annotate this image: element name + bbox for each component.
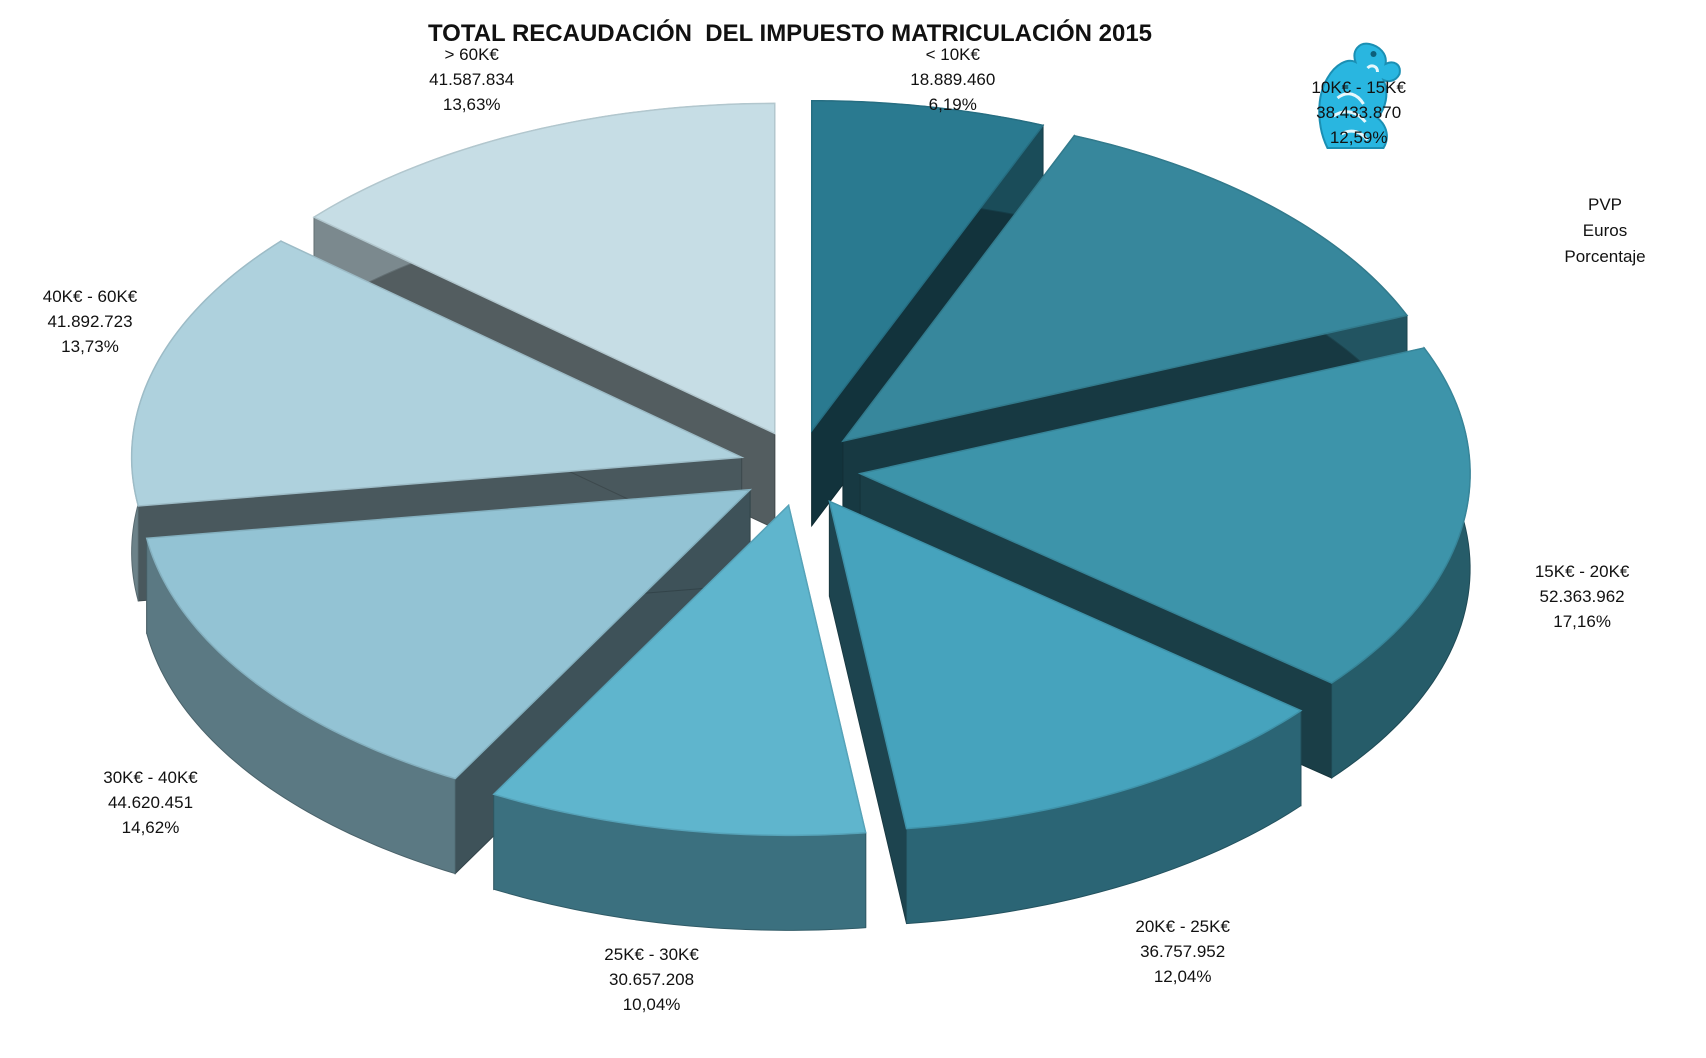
slice-label-value-text: 41.587.834 (429, 70, 515, 89)
slice-label-percent-text: 6,19% (928, 95, 977, 114)
slice-label-value-text: 18.889.460 (910, 70, 996, 89)
slice-label-category: 20K€ - 25K€ (1135, 917, 1230, 937)
pie-slice-group (828, 499, 1303, 925)
legend-caption-line: PVP (1587, 195, 1623, 214)
slice-label-percent-text: 13,63% (442, 95, 501, 114)
slice-label: < 10K€ 18.889.460 6,19% (910, 42, 995, 117)
slice-label: 10K€ - 15K€ 38.433.870 12,59% (1311, 75, 1406, 150)
slice-label-value-text: 30.657.208 (609, 970, 695, 989)
slice-label-value-text: 52.363.962 (1539, 587, 1625, 607)
slice-label-percent-text: 10,04% (622, 995, 681, 1014)
slice-label-percent-text: 12,59% (1329, 127, 1388, 147)
slice-label-value-text: 38.433.870 (1316, 102, 1402, 122)
chart-title: TOTAL RECAUDACIÓN DEL IMPUESTO MATRICULA… (427, 20, 1153, 47)
slice-label-category: 10K€ - 15K€ (1311, 77, 1406, 97)
slice-label: 20K€ - 25K€ 36.757.952 12,04% (1135, 914, 1230, 989)
slice-label: 25K€ - 30K€ 30.657.208 10,04% (604, 942, 699, 1017)
pie-slice (841, 134, 1409, 443)
slice-label: 30K€ - 40K€ 44.620.451 14,62% (103, 765, 198, 840)
legend-caption-line: Euros (1582, 221, 1628, 240)
pie-slice-group (492, 503, 867, 931)
slice-label-category: > 60K€ (444, 45, 499, 64)
legend-caption: PVP Euros Porcentaje (1520, 192, 1690, 270)
pie-slice (492, 503, 867, 837)
slice-label-value-text: 44.620.451 (107, 793, 194, 813)
slice-label-percent-text: 13,73% (61, 336, 119, 356)
slice-label-percent-text: 14,62% (121, 818, 180, 838)
slice-label-value-text: 36.757.952 (1140, 942, 1226, 962)
griffin-logo-icon (1318, 42, 1401, 149)
pie-slice (312, 102, 776, 435)
pie-slice (130, 240, 745, 507)
slice-label-value-text: 41.892.723 (47, 311, 133, 331)
slice-label-category: 40K€ - 60K€ (42, 286, 138, 306)
slice-label: 15K€ - 20K€ 52.363.962 17,16% (1535, 559, 1630, 634)
slice-label: > 60K€ 41.587.834 13,63% (429, 42, 514, 117)
slice-label-category: 15K€ - 20K€ (1534, 562, 1630, 582)
pie-slice (857, 347, 1471, 684)
slice-label-percent-text: 17,16% (1553, 612, 1611, 632)
slice-label-percent-text: 12,04% (1153, 967, 1212, 987)
slice-label: 40K€ - 60K€ 41.892.723 13,73% (43, 284, 138, 359)
slice-label-category: < 10K€ (925, 45, 980, 64)
slice-label-category: 30K€ - 40K€ (103, 768, 198, 788)
pie-slice (810, 99, 1045, 433)
slice-label-category: 25K€ - 30K€ (604, 945, 699, 964)
pie-slice (145, 488, 753, 780)
pie-slice (828, 499, 1303, 830)
legend-caption-line: Porcentaje (1564, 247, 1646, 266)
